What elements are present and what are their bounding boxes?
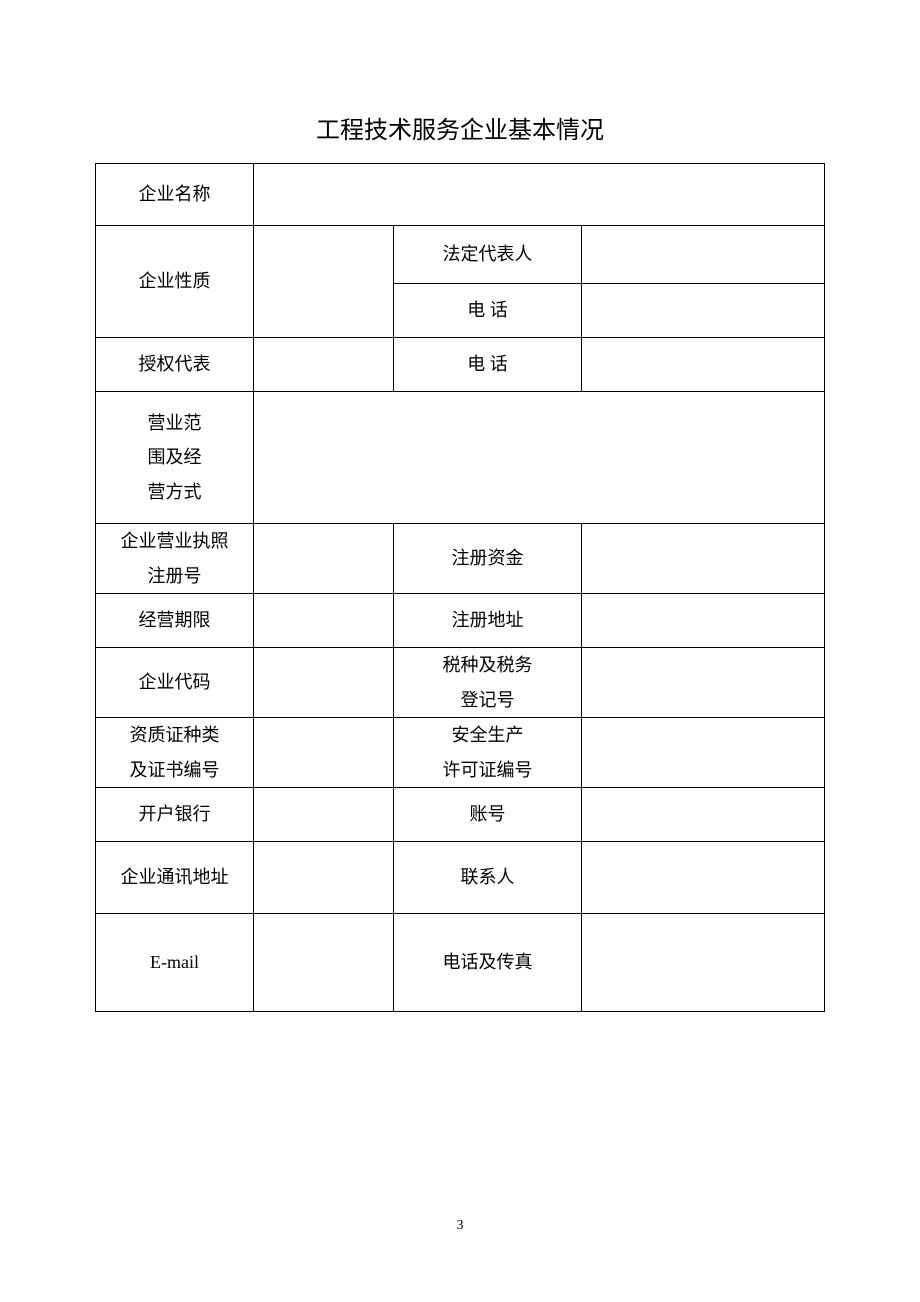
label-phone-fax: 电话及传真 xyxy=(394,914,582,1012)
label-license-line1: 企业营业执照 xyxy=(96,524,253,558)
value-ent-code xyxy=(254,648,394,718)
label-reg-capital: 注册资金 xyxy=(394,524,582,594)
value-safety-no xyxy=(582,718,825,788)
label-qual-line2: 及证书编号 xyxy=(96,753,253,787)
value-business-scope xyxy=(254,392,825,524)
label-legal-rep: 法定代表人 xyxy=(394,226,582,284)
label-ent-code: 企业代码 xyxy=(96,648,254,718)
document-page: 工程技术服务企业基本情况 企业名称 企业性质 法定代表人 电 话 xyxy=(0,0,920,1012)
label-scope-line1: 营业范 xyxy=(96,406,253,440)
label-legal-phone: 电 话 xyxy=(394,284,582,338)
value-license-no xyxy=(254,524,394,594)
label-account: 账号 xyxy=(394,788,582,842)
page-number: 3 xyxy=(0,1218,920,1234)
label-contact: 联系人 xyxy=(394,842,582,914)
label-scope-line2: 围及经 xyxy=(96,440,253,474)
value-auth-rep xyxy=(254,338,394,392)
label-business-scope: 营业范 围及经 营方式 xyxy=(96,392,254,524)
label-email: E-mail xyxy=(96,914,254,1012)
label-license-no: 企业营业执照 注册号 xyxy=(96,524,254,594)
label-qual-line1: 资质证种类 xyxy=(96,718,253,752)
value-email xyxy=(254,914,394,1012)
label-auth-phone: 电 话 xyxy=(394,338,582,392)
value-reg-addr xyxy=(582,594,825,648)
value-contact xyxy=(582,842,825,914)
label-tax-line2: 登记号 xyxy=(394,683,581,717)
label-license-line2: 注册号 xyxy=(96,559,253,593)
label-company-name: 企业名称 xyxy=(96,164,254,226)
value-auth-phone xyxy=(582,338,825,392)
label-company-nature: 企业性质 xyxy=(96,226,254,338)
value-mail-addr xyxy=(254,842,394,914)
value-legal-phone xyxy=(582,284,825,338)
label-qual-no: 资质证种类 及证书编号 xyxy=(96,718,254,788)
label-auth-rep: 授权代表 xyxy=(96,338,254,392)
label-reg-addr: 注册地址 xyxy=(394,594,582,648)
value-company-name xyxy=(254,164,825,226)
value-op-period xyxy=(254,594,394,648)
value-reg-capital xyxy=(582,524,825,594)
label-safety-line2: 许可证编号 xyxy=(394,753,581,787)
label-safety-no: 安全生产 许可证编号 xyxy=(394,718,582,788)
value-account xyxy=(582,788,825,842)
value-phone-fax xyxy=(582,914,825,1012)
company-info-table: 企业名称 企业性质 法定代表人 电 话 授权代表 电 话 xyxy=(95,163,825,1012)
label-scope-line3: 营方式 xyxy=(96,475,253,509)
value-bank xyxy=(254,788,394,842)
value-company-nature xyxy=(254,226,394,338)
label-tax-no: 税种及税务 登记号 xyxy=(394,648,582,718)
label-bank: 开户银行 xyxy=(96,788,254,842)
label-op-period: 经营期限 xyxy=(96,594,254,648)
value-tax-no xyxy=(582,648,825,718)
value-legal-rep xyxy=(582,226,825,284)
label-safety-line1: 安全生产 xyxy=(394,718,581,752)
value-qual-no xyxy=(254,718,394,788)
page-title: 工程技术服务企业基本情况 xyxy=(95,110,825,145)
label-tax-line1: 税种及税务 xyxy=(394,648,581,682)
label-mail-addr: 企业通讯地址 xyxy=(96,842,254,914)
